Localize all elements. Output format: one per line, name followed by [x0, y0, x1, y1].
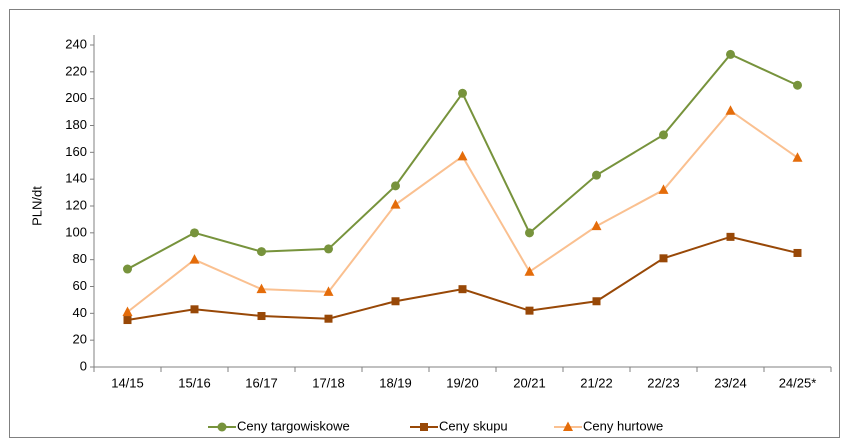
legend-marker	[217, 422, 227, 432]
y-tick-label: 20	[73, 332, 87, 347]
y-tick-label: 60	[73, 278, 87, 293]
data-point	[659, 254, 668, 263]
data-point	[390, 199, 401, 209]
y-tick-label: 140	[65, 171, 87, 186]
x-tick-label: 15/16	[178, 375, 211, 390]
data-point	[458, 285, 467, 294]
data-point	[123, 316, 132, 325]
x-tick-label: 17/18	[312, 375, 345, 390]
data-point	[793, 248, 802, 257]
y-tick-label: 220	[65, 63, 87, 78]
x-tick-label: 24/25*	[779, 375, 817, 390]
data-point	[591, 220, 602, 231]
data-point	[391, 181, 400, 191]
data-point	[659, 130, 668, 140]
data-point	[257, 247, 266, 257]
data-point	[391, 297, 400, 306]
data-point	[458, 88, 467, 98]
data-point	[122, 306, 133, 316]
x-tick-label: 16/17	[245, 375, 278, 390]
data-point	[592, 170, 601, 180]
data-point	[189, 254, 200, 264]
data-point	[792, 152, 803, 162]
x-tick-label: 23/24	[714, 375, 747, 390]
data-point	[525, 306, 534, 315]
x-tick-label: 20/21	[513, 375, 546, 390]
data-point	[726, 49, 735, 59]
y-tick-label: 180	[65, 117, 87, 132]
legend-marker	[420, 423, 428, 431]
y-tick-label: 80	[73, 251, 87, 266]
data-point	[658, 184, 669, 194]
data-point	[256, 283, 267, 294]
legend-marker	[563, 421, 573, 431]
x-tick-label: 14/15	[111, 375, 144, 390]
legend-label: Ceny hurtowe	[583, 418, 663, 433]
data-point	[323, 286, 334, 296]
y-tick-label: 40	[73, 305, 87, 320]
legend-label: Ceny skupu	[439, 418, 508, 433]
x-tick-label: 18/19	[379, 375, 412, 390]
data-point	[457, 150, 468, 161]
data-point	[190, 228, 199, 238]
y-tick-label: 200	[65, 90, 87, 105]
data-point	[725, 105, 736, 115]
data-point	[726, 232, 735, 241]
y-tick-label: 240	[65, 36, 87, 51]
data-point	[190, 305, 199, 314]
x-tick-label: 21/22	[580, 375, 613, 390]
data-point	[592, 297, 601, 306]
data-point	[524, 266, 535, 276]
y-axis-label: PLN/dt	[29, 186, 44, 226]
data-point	[123, 264, 132, 274]
data-point	[257, 312, 266, 321]
y-tick-label: 100	[65, 224, 87, 239]
data-point	[324, 244, 333, 254]
x-tick-label: 19/20	[446, 375, 479, 390]
legend-label: Ceny targowiskowe	[237, 418, 350, 433]
chart-border	[9, 9, 840, 438]
y-tick-label: 0	[80, 358, 87, 373]
x-tick-label: 22/23	[647, 375, 680, 390]
y-tick-label: 160	[65, 144, 87, 159]
data-point	[793, 80, 802, 90]
y-tick-label: 120	[65, 197, 87, 212]
data-point	[525, 228, 534, 238]
data-point	[324, 314, 333, 323]
